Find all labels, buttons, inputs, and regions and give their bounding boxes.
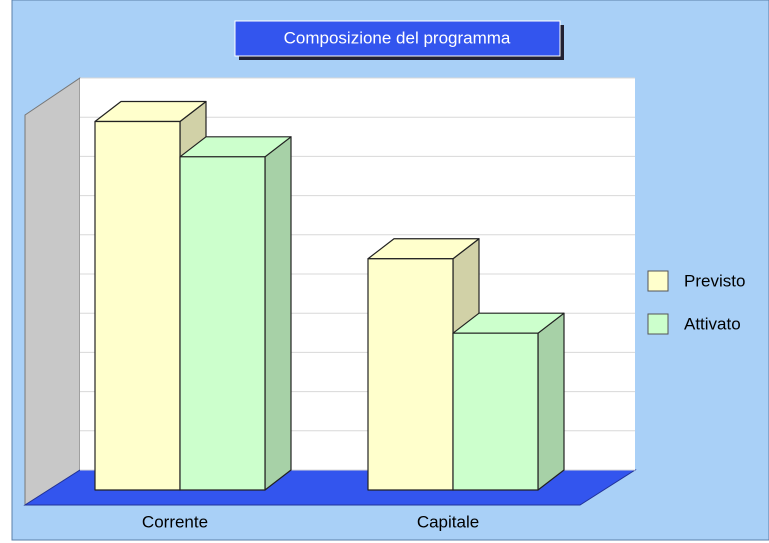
- title-box: [234, 20, 561, 57]
- legend-label: Attivato: [684, 314, 741, 333]
- left-wall: [24, 77, 81, 506]
- legend-swatch: [647, 270, 669, 292]
- legend-swatch: [647, 313, 669, 335]
- x-tick-label: Capitale: [417, 512, 479, 531]
- chart-title: Composizione del programma: [284, 28, 511, 47]
- bar: [452, 312, 565, 491]
- bar: [179, 136, 292, 491]
- bar-side: [537, 312, 565, 491]
- bar-front: [94, 120, 181, 491]
- bar-front: [367, 258, 454, 491]
- bar: [367, 238, 480, 491]
- bar-front: [179, 156, 266, 491]
- bar-side: [264, 136, 292, 491]
- x-tick-label: Corrente: [142, 512, 208, 531]
- bar-front: [452, 332, 539, 491]
- legend-label: Previsto: [684, 271, 745, 290]
